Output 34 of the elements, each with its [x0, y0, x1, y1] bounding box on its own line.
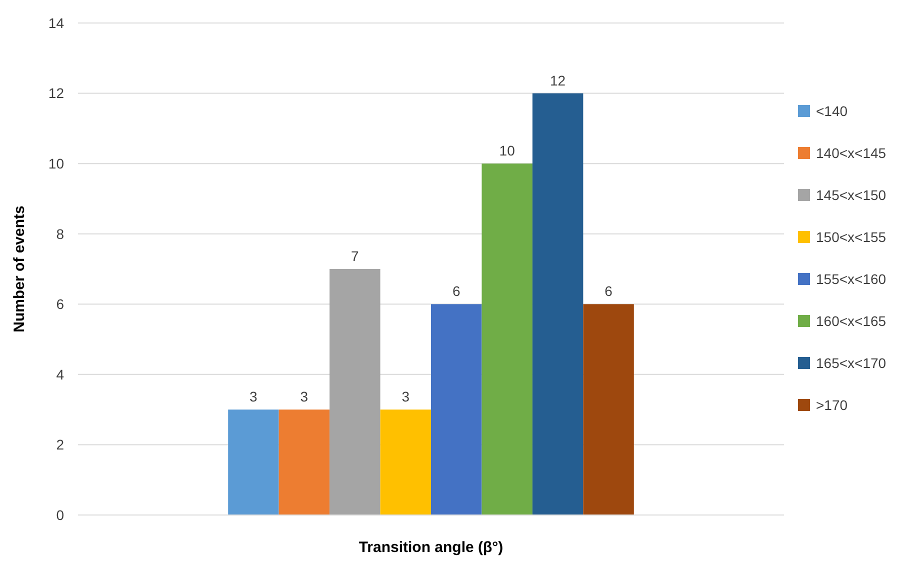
y-axis-title: Number of events — [11, 206, 28, 332]
bar — [380, 410, 431, 515]
y-tick-label: 14 — [48, 14, 64, 31]
legend-label: 150<x<155 — [816, 228, 886, 245]
y-tick-label: 2 — [56, 436, 64, 453]
legend-label: 160<x<165 — [816, 312, 886, 329]
data-label: 7 — [351, 248, 360, 264]
data-label: 3 — [402, 388, 410, 405]
data-label: 6 — [604, 283, 613, 300]
data-label: 10 — [499, 142, 516, 159]
legend-label: 155<x<160 — [816, 270, 886, 287]
legend-label: 165<x<170 — [816, 354, 886, 371]
bar — [431, 304, 482, 515]
x-axis-title: Transition angle (β°) — [358, 539, 504, 556]
legend-label: <140 — [816, 102, 848, 119]
data-label: 3 — [250, 388, 258, 405]
legend-label: 145<x<150 — [816, 186, 886, 203]
y-tick-label: 10 — [48, 155, 64, 172]
legend-label: 140<x<145 — [816, 144, 886, 161]
bar — [532, 93, 584, 515]
y-tick-label: 0 — [56, 506, 64, 523]
y-tick-label: 12 — [48, 85, 64, 102]
bar — [278, 410, 330, 515]
data-label: 6 — [452, 283, 460, 300]
data-label: 12 — [550, 72, 566, 88]
bar — [583, 304, 634, 515]
legend-label: >170 — [816, 396, 848, 413]
bar — [330, 269, 380, 515]
bar — [228, 410, 279, 515]
y-tick-label: 4 — [56, 366, 64, 382]
data-label: 3 — [300, 388, 308, 405]
y-tick-label: 8 — [56, 226, 64, 242]
y-tick-label: 6 — [56, 296, 64, 312]
bar — [482, 164, 532, 515]
